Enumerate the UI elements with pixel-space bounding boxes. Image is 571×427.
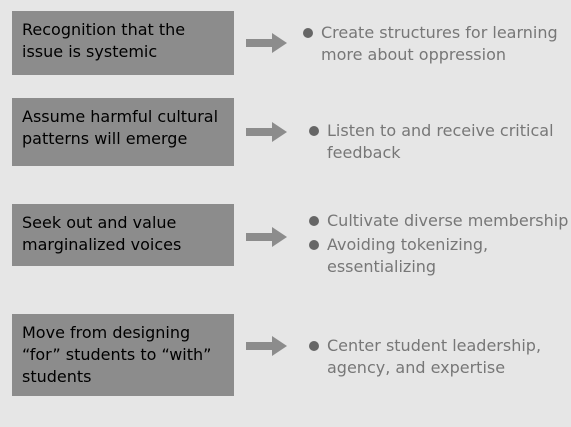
bullet-item: Center student leadership, agency, and e… xyxy=(306,335,571,379)
cause-box-4: Move from designing “for” students to “w… xyxy=(12,314,234,396)
right-arrow-icon xyxy=(246,33,287,53)
right-arrow-icon xyxy=(246,227,287,247)
bullet-list-3: Cultivate diverse membership Avoiding to… xyxy=(306,210,571,278)
right-arrow-icon xyxy=(246,336,287,356)
cause-text-2: Assume harmful cultural patterns will em… xyxy=(22,107,219,148)
bullet-dot-icon xyxy=(309,341,319,351)
cause-box-3: Seek out and value marginalized voices xyxy=(12,204,234,266)
bullet-list-1: Create structures for learning more abou… xyxy=(300,22,568,66)
cause-box-2: Assume harmful cultural patterns will em… xyxy=(12,98,234,166)
bullet-item: Create structures for learning more abou… xyxy=(300,22,568,66)
bullet-item: Avoiding tokenizing, essentializing xyxy=(306,234,571,278)
bullet-item: Listen to and receive critical feedback xyxy=(306,120,571,164)
bullet-text: Center student leadership, agency, and e… xyxy=(327,336,542,377)
bullet-dot-icon xyxy=(309,216,319,226)
cause-text-3: Seek out and value marginalized voices xyxy=(22,213,182,254)
bullet-dot-icon xyxy=(309,240,319,250)
bullet-list-2: Listen to and receive critical feedback xyxy=(306,120,571,164)
bullet-text: Cultivate diverse membership xyxy=(327,211,569,230)
bullet-item: Cultivate diverse membership xyxy=(306,210,571,232)
bullet-list-4: Center student leadership, agency, and e… xyxy=(306,335,571,379)
cause-box-1: Recognition that the issue is systemic xyxy=(12,11,234,75)
cause-text-4: Move from designing “for” students to “w… xyxy=(22,323,212,386)
bullet-dot-icon xyxy=(309,126,319,136)
cause-text-1: Recognition that the issue is systemic xyxy=(22,20,186,61)
bullet-text: Create structures for learning more abou… xyxy=(321,23,558,64)
bullet-text: Listen to and receive critical feedback xyxy=(327,121,554,162)
bullet-text: Avoiding tokenizing, essentializing xyxy=(327,235,489,276)
bullet-dot-icon xyxy=(303,28,313,38)
right-arrow-icon xyxy=(246,122,287,142)
